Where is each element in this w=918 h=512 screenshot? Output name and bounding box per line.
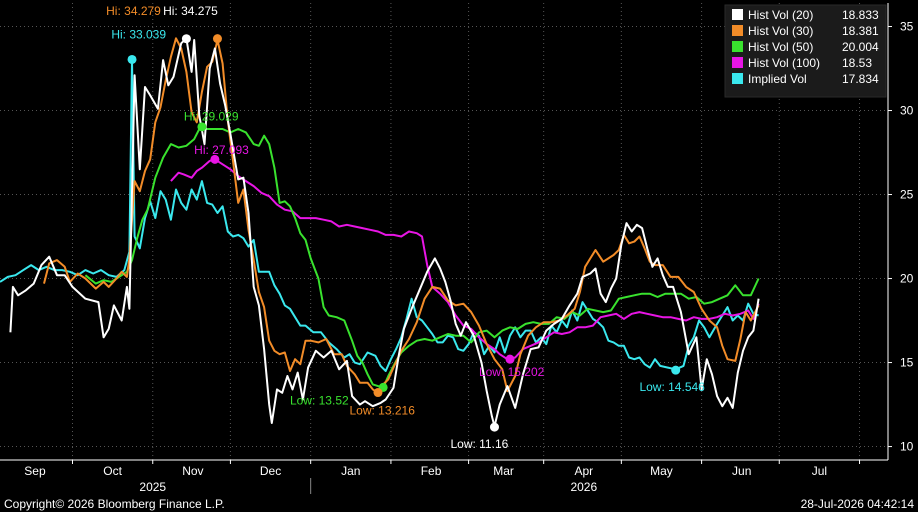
y-tick-label: 35	[900, 20, 914, 34]
month-label: Nov	[182, 464, 203, 478]
legend-name: Hist Vol (100)	[748, 56, 820, 70]
legend-name: Hist Vol (30)	[748, 24, 813, 38]
month-label: Jul	[812, 464, 827, 478]
month-label: Mar	[493, 464, 514, 478]
legend-swatch	[732, 9, 743, 20]
timestamp-text: 28-Jul-2026 04:42:14	[800, 497, 914, 511]
annotation-label: Hi: 34.275	[163, 4, 218, 18]
legend-name: Hist Vol (50)	[748, 40, 813, 54]
annotation-label: Low: 11.16	[450, 437, 508, 451]
x-axis: Sep Oct Nov Dec Jan Feb Mar Apr May Jun Jul 2025 202…	[0, 459, 888, 494]
legend-swatch	[732, 57, 743, 68]
annotation-label: Hi: 33.039	[111, 27, 166, 41]
month-label: Apr	[574, 464, 593, 478]
series-lines	[0, 37, 760, 428]
legend-name: Implied Vol	[748, 72, 807, 86]
month-label: Sep	[24, 464, 46, 478]
legend-swatch	[732, 25, 743, 36]
annotations: Hi: 34.279 Hi: 34.275 Hi: 33.039 Hi: 29.029…	[106, 4, 705, 451]
month-label: Jun	[732, 464, 751, 478]
legend-value: 18.381	[842, 24, 879, 38]
month-label: Feb	[421, 464, 442, 478]
annotation-marker	[373, 388, 383, 398]
grid	[0, 3, 888, 460]
annotation-marker	[127, 54, 137, 64]
annotation-label: Low: 13.216	[350, 404, 416, 418]
annotation-label: Low: 14.546	[639, 380, 705, 394]
annotation-marker	[489, 422, 499, 432]
legend-swatch	[732, 41, 743, 52]
year-label: 2026	[570, 480, 597, 494]
legend-name: Hist Vol (20)	[748, 8, 813, 22]
legend-value: 18.833	[842, 8, 879, 22]
annotation-marker	[197, 122, 207, 132]
annotation-marker	[212, 34, 222, 44]
month-label: Dec	[260, 464, 281, 478]
annotation-label: Low: 13.52	[290, 394, 349, 408]
y-tick-label: 20	[900, 272, 914, 286]
legend-swatch	[732, 73, 743, 84]
copyright-text: Copyright© 2026 Bloomberg Finance L.P.	[4, 497, 225, 511]
annotation-label: Hi: 27.093	[194, 143, 249, 157]
annotation-label: Hi: 34.279	[106, 4, 161, 18]
month-label: May	[650, 464, 673, 478]
y-tick-label: 30	[900, 104, 914, 118]
month-label: Oct	[103, 464, 122, 478]
month-label: Jan	[341, 464, 360, 478]
y-axis: 10 15 20 25 30 35	[887, 3, 914, 460]
annotation-marker	[181, 34, 191, 44]
legend-value: 17.834	[842, 72, 879, 86]
series-line-implied-vol	[0, 59, 759, 372]
annotation-label: Low: 15.202	[479, 365, 545, 379]
y-tick-label: 10	[900, 440, 914, 454]
annotation-marker	[505, 354, 515, 364]
legend-box	[724, 4, 887, 98]
legend-value: 20.004	[842, 40, 879, 54]
series-line-hist-vol-20	[9, 37, 760, 428]
annotation-marker	[210, 154, 220, 164]
year-label: 2025	[139, 480, 166, 494]
annotation-label: Hi: 29.029	[184, 110, 239, 124]
y-tick-label: 25	[900, 188, 914, 202]
annotation-marker	[671, 365, 681, 375]
series-line-hist-vol-100	[170, 158, 760, 361]
y-tick-label: 15	[900, 356, 914, 370]
legend-value: 18.53	[842, 56, 872, 70]
legend: Hist Vol (20) 18.833 Hist Vol (30) 18.381 Hi…	[724, 4, 887, 98]
